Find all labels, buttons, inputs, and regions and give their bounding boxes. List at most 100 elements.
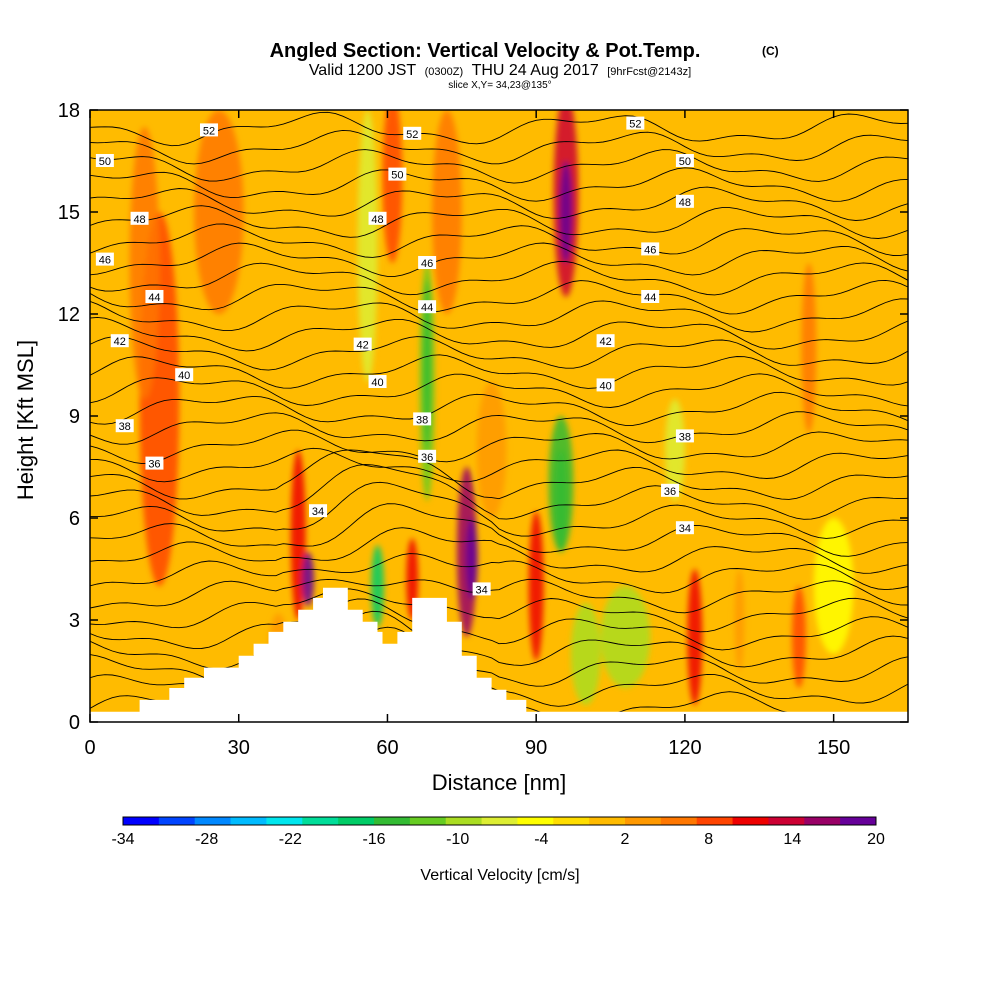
svg-text:42: 42 xyxy=(357,340,369,352)
chart-title: Angled Section: Vertical Velocity & Pot.… xyxy=(270,40,701,62)
potential-temperature-contours xyxy=(90,111,908,722)
contour-label: 50 xyxy=(388,167,407,182)
colorbar-tick-label: -16 xyxy=(362,831,385,848)
contour-label: 38 xyxy=(115,419,134,433)
colorbar-swatch xyxy=(266,817,303,825)
colorbar-tick-label: 14 xyxy=(783,831,801,848)
colorbar-swatch xyxy=(302,817,339,825)
isentrope-line xyxy=(90,553,908,594)
contour-label: 48 xyxy=(368,211,387,226)
isentrope-line xyxy=(90,373,908,408)
svg-text:38: 38 xyxy=(679,431,691,443)
colorbar-swatch xyxy=(338,817,375,825)
velocity-plume xyxy=(801,263,817,433)
x-axis-ticks: 0 30 60 90 120 150 xyxy=(84,110,850,759)
y-tick-label: 3 xyxy=(69,610,80,632)
contour-label: 52 xyxy=(626,116,645,131)
svg-text:40: 40 xyxy=(178,370,190,382)
contour-label: 48 xyxy=(130,211,149,226)
x-tick-label: 30 xyxy=(228,737,250,759)
colorbar-frame xyxy=(122,816,877,826)
isentrope-line xyxy=(90,149,908,184)
isentrope-line xyxy=(90,223,908,258)
isentrope-line xyxy=(90,449,908,500)
colorbar-swatch xyxy=(840,817,877,825)
isentrope-line xyxy=(90,447,908,483)
colorbar-tick-label: 8 xyxy=(704,831,713,848)
contour-label: 50 xyxy=(95,154,114,168)
isentrope-line xyxy=(90,503,908,557)
velocity-plume xyxy=(555,450,567,552)
svg-text:50: 50 xyxy=(391,170,403,182)
contour-label: 34 xyxy=(309,504,328,518)
svg-text:46: 46 xyxy=(99,255,111,267)
contour-label: 46 xyxy=(418,256,437,270)
y-tick-label: 6 xyxy=(69,508,80,530)
velocity-plume xyxy=(791,586,806,688)
svg-text:46: 46 xyxy=(644,244,656,256)
terrain-mask xyxy=(90,587,908,722)
x-tick-label: 120 xyxy=(668,737,701,759)
svg-text:34: 34 xyxy=(312,506,324,518)
isentrope-line xyxy=(90,354,908,389)
isentrope-line xyxy=(90,588,908,633)
isentrope-line xyxy=(90,391,908,426)
contour-labels: 52 52 52 50 50 50 48 48 48 46 46 46 44 44 44 42 42 42 40 40… xyxy=(95,116,694,596)
y-tick-label: 18 xyxy=(58,100,80,122)
svg-text:44: 44 xyxy=(148,292,160,304)
svg-text:34: 34 xyxy=(476,584,488,596)
contour-label: 44 xyxy=(145,290,164,304)
velocity-plume xyxy=(290,450,306,620)
isentrope-line xyxy=(90,578,908,614)
svg-text:46: 46 xyxy=(421,258,433,270)
velocity-plume xyxy=(570,603,601,705)
isentrope-line xyxy=(90,527,908,574)
colorbar-tick-label: -34 xyxy=(111,831,134,848)
colorbar-swatch xyxy=(194,817,232,825)
velocity-plume xyxy=(129,127,160,399)
isentrope-line xyxy=(90,429,908,465)
contour-label: 42 xyxy=(110,334,129,348)
colorbar-tick-label: 20 xyxy=(867,831,885,848)
colorbar-swatch xyxy=(123,817,160,825)
colorbar-swatch xyxy=(409,817,447,825)
isentrope-line xyxy=(90,129,908,165)
isentrope-line xyxy=(90,598,908,651)
velocity-plume xyxy=(432,110,462,314)
isentrope-line xyxy=(90,186,908,221)
velocity-field xyxy=(129,110,854,705)
contour-label: 40 xyxy=(596,378,615,392)
valid-date: THU 24 Aug 2017 xyxy=(472,62,599,79)
velocity-plume xyxy=(476,382,507,518)
svg-text:36: 36 xyxy=(664,486,676,498)
colorbar xyxy=(122,816,877,826)
contour-label: 34 xyxy=(472,582,491,596)
svg-text:52: 52 xyxy=(406,129,418,141)
isentrope-line xyxy=(90,242,908,277)
valid-time-utc: (0300Z) xyxy=(425,66,464,78)
isentrope-line xyxy=(90,411,908,445)
velocity-plume xyxy=(559,161,573,263)
svg-text:38: 38 xyxy=(416,414,428,426)
svg-text:36: 36 xyxy=(148,459,160,471)
svg-text:40: 40 xyxy=(599,380,611,392)
colorbar-swatch xyxy=(230,817,267,825)
svg-text:44: 44 xyxy=(421,302,433,314)
velocity-plume xyxy=(465,518,478,600)
velocity-plume xyxy=(813,518,854,654)
isentrope-line xyxy=(90,167,908,202)
colorbar-tick-label: 2 xyxy=(621,831,630,848)
svg-text:44: 44 xyxy=(644,292,656,304)
contour-label: 40 xyxy=(175,368,194,382)
isentrope-line xyxy=(90,111,908,147)
velocity-plume xyxy=(194,110,244,314)
slice-label: slice X,Y= 34,23@135° xyxy=(448,80,551,91)
colorbar-swatch xyxy=(768,817,805,825)
x-tick-label: 60 xyxy=(376,737,398,759)
velocity-plume xyxy=(665,399,685,501)
colorbar-tick-label: -22 xyxy=(279,831,302,848)
svg-text:52: 52 xyxy=(629,119,641,131)
colorbar-tick-label: -10 xyxy=(446,831,469,848)
isentrope-line xyxy=(90,298,908,333)
